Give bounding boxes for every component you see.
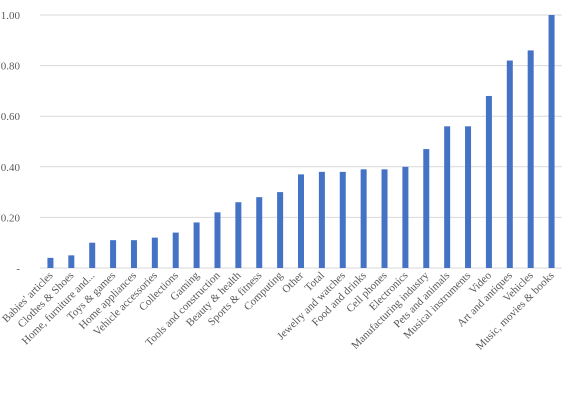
bar: [256, 197, 263, 268]
y-tick-label: 0.60: [1, 111, 21, 123]
bar: [110, 240, 117, 268]
bar: [506, 60, 513, 268]
y-axis-tick-labels: - 0.20 0.40 0.60 0.80 1.00: [1, 10, 21, 275]
bar: [485, 95, 492, 269]
bar: [465, 126, 472, 268]
bar: [89, 242, 96, 268]
bar: [277, 192, 284, 268]
bar: [68, 255, 75, 268]
bar: [235, 202, 242, 268]
bar: [130, 240, 137, 268]
y-tick-label: -: [16, 263, 20, 275]
bar: [298, 174, 304, 268]
bar: [47, 257, 54, 268]
gridlines: [40, 14, 562, 269]
bar: [423, 149, 430, 268]
bar: [318, 171, 325, 268]
bar: [339, 171, 346, 268]
y-tick-label: 0.80: [1, 61, 21, 73]
bar: [151, 237, 158, 268]
bar: [360, 169, 367, 268]
bars: [47, 15, 555, 269]
y-tick-label: 1.00: [1, 10, 21, 22]
x-tick-label: Other: [280, 269, 306, 295]
y-tick-label: 0.40: [1, 162, 21, 174]
bar: [193, 222, 200, 268]
bar: [214, 212, 221, 268]
bar: [381, 169, 388, 268]
y-tick-label: 0.20: [1, 212, 21, 224]
bar: [172, 232, 179, 268]
bar: [527, 50, 534, 268]
bar: [548, 15, 555, 268]
bar: [444, 126, 451, 268]
bar: [402, 166, 409, 268]
